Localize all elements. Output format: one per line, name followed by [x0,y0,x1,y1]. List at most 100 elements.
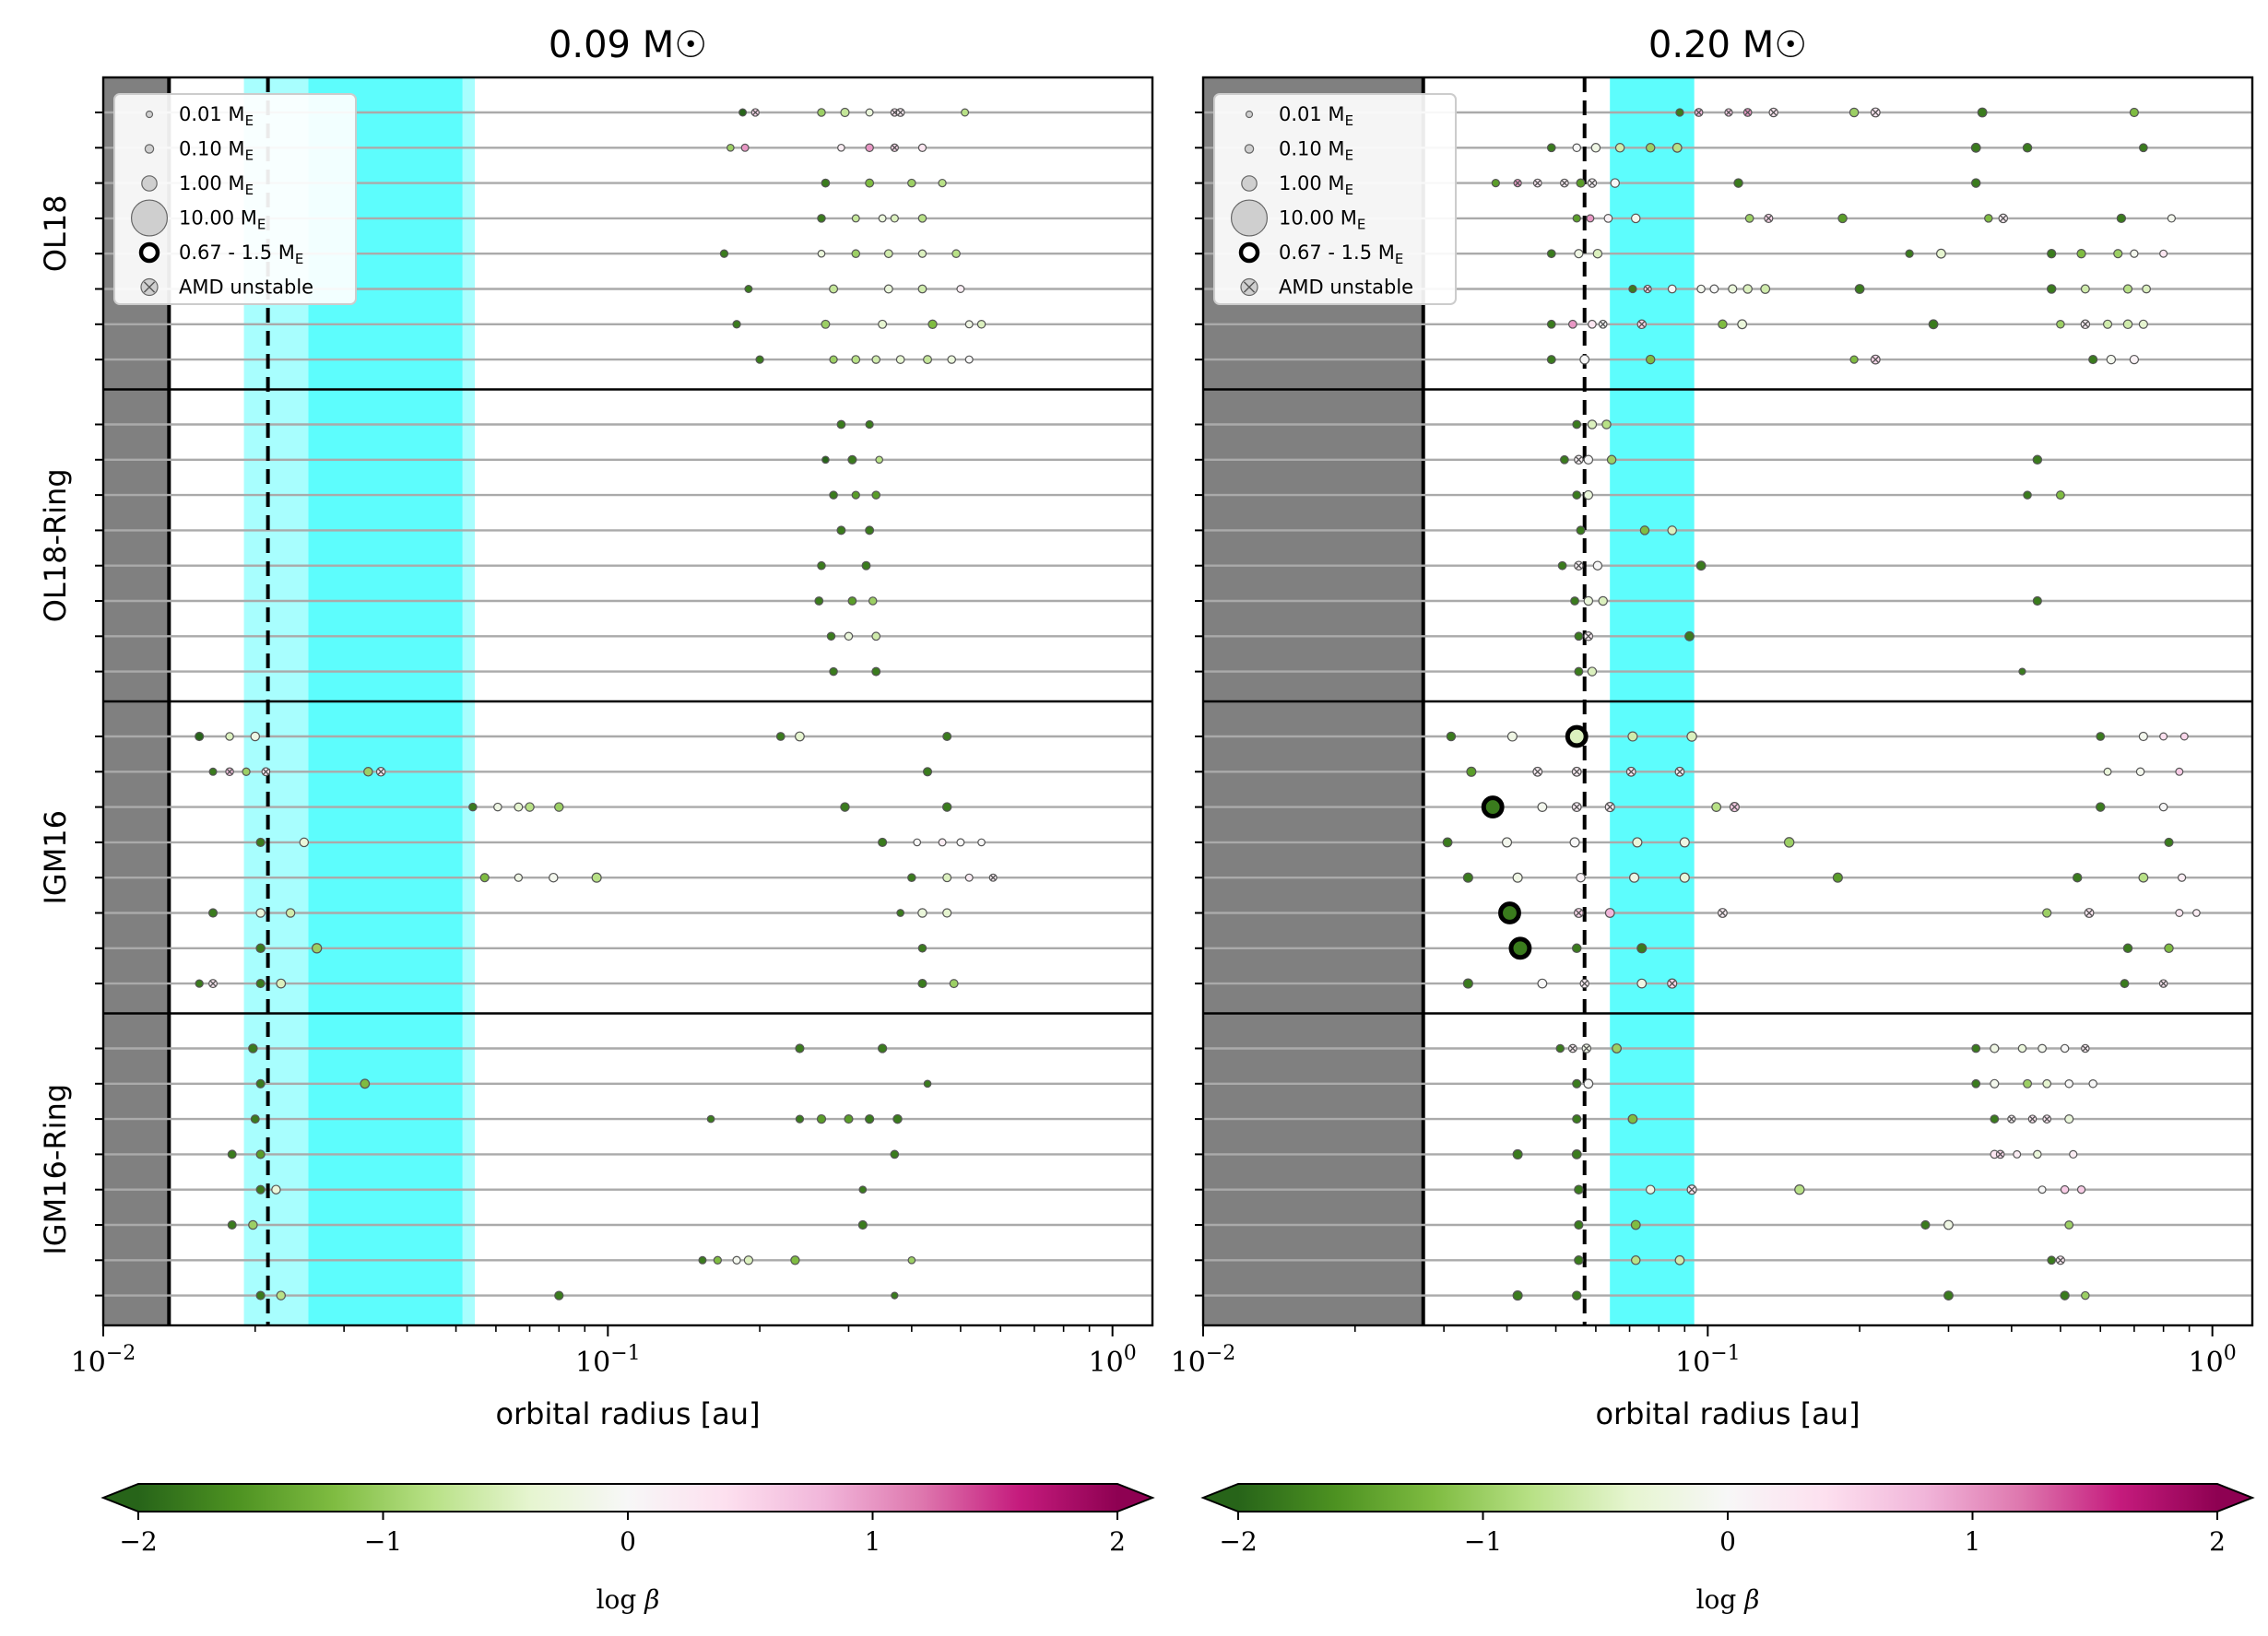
planet [829,490,838,500]
planet [743,1255,754,1265]
planet [2179,732,2189,741]
planet [851,249,861,258]
planet [1832,872,1843,883]
planet [2013,1149,2022,1159]
amd-unstable-mark [209,980,217,987]
planet [861,560,871,571]
planet [2138,872,2149,883]
planet [2138,143,2148,153]
panel-title: 0.09 M☉ [549,24,707,66]
planet [847,596,857,606]
tick-exponent: −1 [1710,1342,1740,1365]
planet [817,249,826,258]
colorbar-label-prefix: log [1696,1584,1745,1615]
planet [1971,1078,1981,1089]
amd-unstable-mark [1573,804,1580,811]
planet [2060,1290,2070,1301]
planet [875,455,884,465]
planet [1737,319,1748,330]
planet [938,178,947,188]
planet [1574,1255,1584,1265]
planet [591,872,602,883]
planet [1639,525,1650,536]
planet [2064,1114,2074,1124]
planet [2069,1149,2078,1159]
planet [814,596,824,606]
planet [255,943,266,954]
planet [1546,355,1556,365]
legend-subscript: E [1395,251,1403,267]
planet [1592,560,1603,571]
planet [195,731,205,742]
amd-unstable-mark [1585,632,1592,640]
planet [1837,213,1848,224]
planet [857,1219,868,1230]
colorbar-tick-label: 0 [620,1526,636,1557]
amd-unstable-mark [1569,1045,1577,1052]
planet [2064,1079,2073,1089]
planet [2135,767,2145,777]
planet [299,837,310,848]
planet [276,978,287,989]
earth-mass-planet [1508,936,1532,960]
planet [2129,107,2139,118]
x-tick-label: 100 [2189,1342,2237,1379]
planet [878,214,887,223]
legend-subscript: E [245,112,254,129]
planet [1537,802,1548,813]
tick-base: 10 [1089,1347,1124,1379]
colorbar-tick-label: 2 [2209,1526,2226,1557]
planet [917,143,927,152]
legend-text: 0.01 M [1279,103,1345,125]
planet [1849,355,1859,364]
group-label: IGM16-Ring [38,1084,73,1255]
planet [732,1255,741,1265]
planet [1586,214,1595,223]
amd-unstable-mark [1770,109,1778,116]
planet [255,1290,266,1301]
planet [271,1184,281,1195]
planet [895,355,905,364]
legend-box [113,93,357,305]
amd-unstable-mark [1561,180,1568,186]
planet [2032,595,2042,606]
planet [2116,213,2127,224]
planet [1984,214,1993,223]
planet [829,284,839,294]
colorbar-extend-under [1203,1484,1238,1512]
planet [740,143,750,152]
x-tick-label: 10−1 [575,1342,641,1379]
planet [826,631,836,641]
planet [1760,284,1771,294]
planet [2088,355,2098,365]
planet [976,320,986,329]
planet [977,838,986,847]
tick-exponent: −2 [106,1342,136,1365]
planet [1572,490,1582,500]
planet [1501,837,1513,848]
legend-label: 0.01 ME [179,103,254,129]
planet [851,214,860,223]
planet [1742,284,1753,294]
planet [858,1185,868,1195]
amd-unstable-mark [1872,109,1879,116]
planet [1636,978,1648,989]
legend-label: 1.00 ME [179,172,254,198]
planet [868,596,878,606]
colorbar-tick-label: −1 [1464,1526,1502,1557]
planet [1990,1078,2000,1089]
planet [1675,108,1684,117]
planet [964,320,974,329]
planet [964,873,974,882]
planet [1920,1219,1931,1230]
legend-subscript: E [295,251,303,267]
planet [2159,732,2168,741]
planet [1711,802,1722,813]
planet [2158,802,2168,812]
planet [1645,1184,1656,1195]
planet [719,249,729,258]
planet [1603,214,1613,223]
planet [2120,979,2130,989]
planet [255,837,266,847]
